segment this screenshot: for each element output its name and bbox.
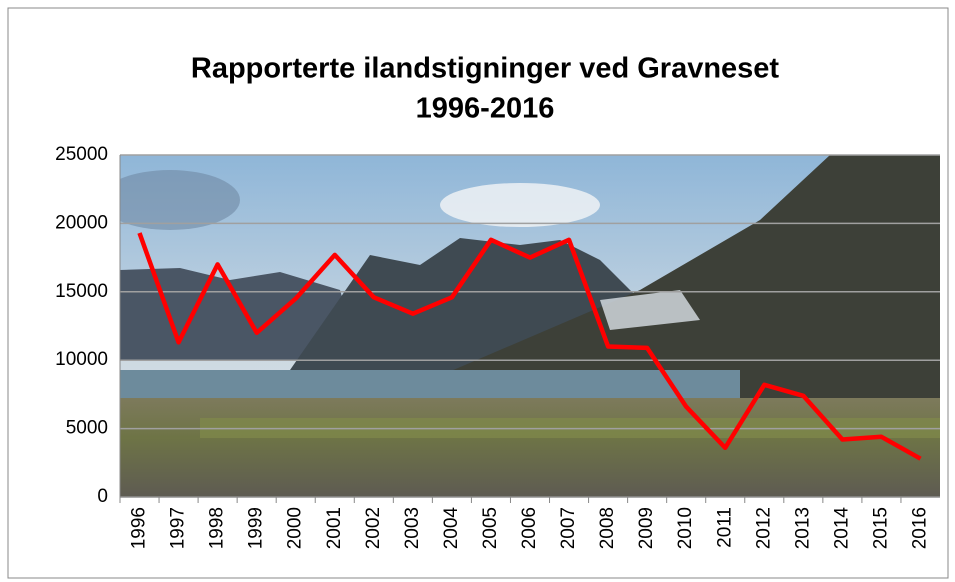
background-photo (100, 155, 940, 497)
x-tick-label: 2009 (636, 507, 657, 549)
y-tick-label: 25000 (55, 144, 108, 165)
x-tick-label: 2015 (870, 507, 891, 549)
chart: Rapporterte ilandstigninger ved Gravnese… (0, 0, 955, 582)
x-tick-label: 2006 (519, 507, 540, 549)
chart-title: Rapporterte ilandstigninger ved Gravnese… (191, 53, 780, 85)
y-tick-label: 20000 (55, 212, 108, 233)
y-tick-label: 15000 (55, 281, 108, 302)
x-tick-label: 2014 (831, 507, 852, 550)
x-tick-label: 2011 (714, 507, 735, 548)
x-tick-label: 2007 (558, 507, 579, 549)
y-tick-label: 5000 (66, 418, 108, 439)
x-tick-label: 2005 (480, 507, 501, 549)
x-tick-label: 2013 (792, 507, 813, 549)
x-tick-label: 2001 (324, 507, 345, 549)
x-tick-label: 2000 (285, 507, 306, 549)
x-tick-label: 1999 (246, 507, 267, 549)
x-tick-label: 2008 (597, 507, 618, 549)
x-tick-label: 1998 (207, 507, 228, 549)
y-tick-label: 10000 (55, 349, 108, 370)
x-tick-label: 2002 (363, 507, 384, 549)
x-tick-label: 2012 (753, 507, 774, 549)
chart-title: 1996-2016 (416, 93, 555, 125)
x-tick-label: 2004 (441, 507, 462, 550)
x-tick-label: 2016 (909, 507, 930, 549)
x-tick-label: 2003 (402, 507, 423, 549)
x-tick-label: 1996 (129, 507, 150, 549)
y-tick-label: 0 (97, 486, 108, 507)
x-tick-label: 2010 (675, 507, 696, 549)
x-tick-label: 1997 (168, 507, 189, 549)
